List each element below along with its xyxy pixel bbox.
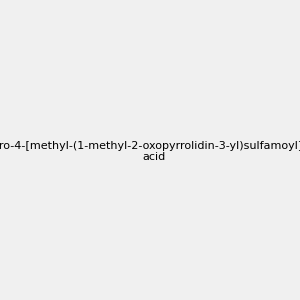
Text: 2-Chloro-4-[methyl-(1-methyl-2-oxopyrrolidin-3-yl)sulfamoyl]benzoic acid: 2-Chloro-4-[methyl-(1-methyl-2-oxopyrrol…: [0, 141, 300, 162]
